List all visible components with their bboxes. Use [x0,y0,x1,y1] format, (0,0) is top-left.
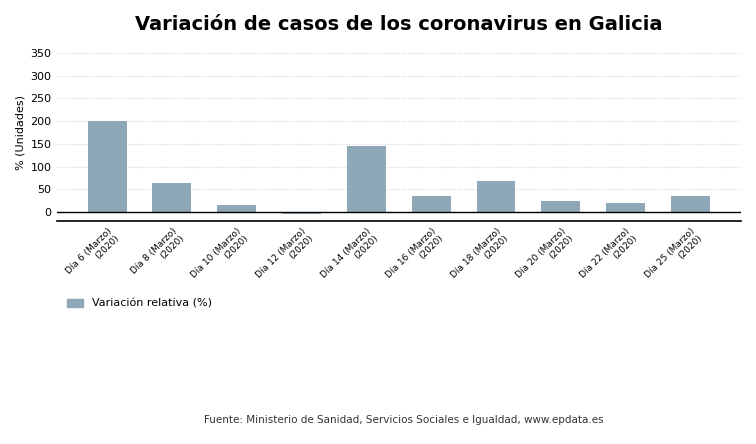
Bar [217,205,256,212]
Bar [88,121,126,212]
Text: Fuente: Ministerio de Sanidad, Servicios Sociales e Igualdad, www.epdata.es: Fuente: Ministerio de Sanidad, Servicios… [204,415,604,424]
Bar [412,196,451,212]
Bar [541,201,581,212]
Bar [671,196,710,212]
Legend: Variación relativa (%): Variación relativa (%) [62,294,216,313]
Bar [347,146,386,212]
Title: Variación de casos de los coronavirus en Galicia: Variación de casos de los coronavirus en… [135,15,662,34]
Bar [282,212,321,214]
Bar [476,181,516,212]
Bar [153,182,191,212]
Y-axis label: % (Unidades): % (Unidades) [15,95,25,170]
Bar [606,203,645,212]
